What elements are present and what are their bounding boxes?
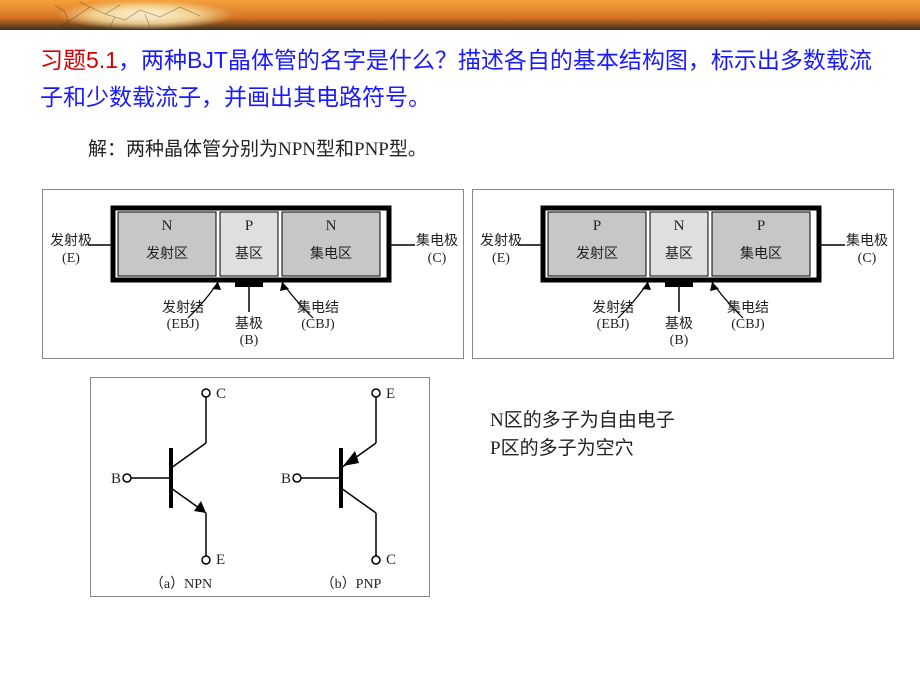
slide-content: 习题5.1，两种BJT晶体管的名字是什么？描述各自的基本结构图，标示出多数载流子… [0, 30, 920, 597]
note-line-2: P区的多子为空穴 [490, 435, 675, 464]
npn-structure-diagram: N P N 发射区 基区 集电区 发射极 (E) 集电极 (C) 基极 (B) [42, 189, 464, 359]
npn-emitter-label1: 发射极 [50, 233, 92, 249]
npn-region3-doping: N [326, 218, 337, 234]
npn-collector-label2: (C) [428, 251, 447, 266]
npn-base-label2: (B) [240, 333, 259, 348]
npn-base-label1: 基极 [235, 315, 263, 332]
npn-ebj-label1: 发射结 [162, 300, 204, 316]
npn-ebj-label2: (EBJ) [167, 317, 200, 332]
npn-bottom-label: E [216, 552, 225, 568]
pnp-region1-doping: P [593, 218, 601, 234]
pnp-cbj-label1: 集电结 [727, 299, 769, 316]
header-branches-silhouette [50, 2, 250, 27]
pnp-emitter-label2: (E) [492, 251, 510, 266]
question-label: 习题5.1 [40, 47, 118, 73]
npn-emitter-label2: (E) [62, 251, 80, 266]
npn-caption: （a）NPN [150, 576, 212, 592]
npn-region3-name: 集电区 [310, 245, 352, 262]
pnp-emitter-label1: 发射极 [480, 233, 522, 249]
pnp-cbj-label2: (CBJ) [731, 317, 765, 332]
slide-header-bar [0, 0, 920, 30]
npn-cbj-label1: 集电结 [297, 299, 339, 316]
note-line-1: N区的多子为自由电子 [490, 407, 675, 436]
carrier-notes: N区的多子为自由电子 P区的多子为空穴 [490, 407, 675, 464]
pnp-collector-label2: (C) [858, 251, 877, 266]
npn-region2-doping: P [245, 218, 253, 234]
pnp-region3-doping: P [757, 218, 765, 234]
pnp-structure-diagram: P N P 发射区 基区 集电区 发射极 (E) 集电极 (C) 基极 (B) … [472, 189, 894, 359]
npn-collector-label1: 集电极 [416, 232, 458, 249]
npn-base-sym-label: B [111, 471, 121, 487]
npn-region2-name: 基区 [235, 245, 263, 262]
pnp-caption: （b）PNP [321, 576, 382, 592]
pnp-ebj-label2: (EBJ) [597, 317, 630, 332]
pnp-region2-doping: N [674, 218, 685, 234]
structure-diagrams-row: N P N 发射区 基区 集电区 发射极 (E) 集电极 (C) 基极 (B) [40, 189, 880, 359]
symbols-row: C B E （a）NPN [40, 377, 880, 597]
npn-symbol: C B E （a）NPN [111, 386, 226, 592]
npn-region1-doping: N [162, 218, 173, 234]
question-text: 习题5.1，两种BJT晶体管的名字是什么？描述各自的基本结构图，标示出多数载流子… [40, 42, 880, 116]
npn-cbj-label2: (CBJ) [301, 317, 335, 332]
npn-top-label: C [216, 386, 226, 402]
pnp-base-label2: (B) [670, 333, 689, 348]
npn-region1-name: 发射区 [146, 246, 188, 262]
pnp-region1-name: 发射区 [576, 246, 618, 262]
pnp-base-label1: 基极 [665, 315, 693, 332]
pnp-base-sym-label: B [281, 471, 291, 487]
answer-text: 解：两种晶体管分别为NPN型和PNP型。 [88, 134, 880, 161]
pnp-bottom-label: C [386, 552, 396, 568]
pnp-ebj-label1: 发射结 [592, 300, 634, 316]
pnp-collector-label1: 集电极 [846, 232, 888, 249]
question-body: ，两种BJT晶体管的名字是什么？描述各自的基本结构图，标示出多数载流子和少数载流… [40, 47, 872, 110]
pnp-region2-name: 基区 [665, 245, 693, 262]
pnp-symbol: E B C （b）PNP [281, 386, 396, 592]
pnp-top-label: E [386, 386, 395, 402]
transistor-symbols-diagram: C B E （a）NPN [90, 377, 430, 597]
pnp-region3-name: 集电区 [740, 245, 782, 262]
